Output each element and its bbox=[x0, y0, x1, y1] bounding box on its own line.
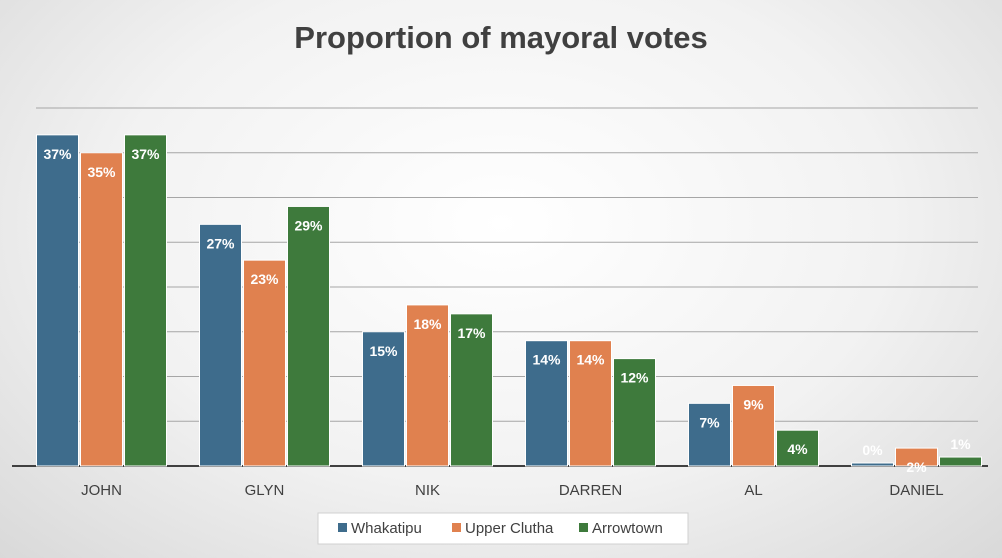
data-label: 14% bbox=[532, 352, 561, 368]
bar-upper-clutha-darren bbox=[569, 340, 612, 467]
bar-whakatipu-john bbox=[36, 134, 79, 467]
data-label: 1% bbox=[950, 436, 971, 452]
gridlines bbox=[12, 107, 988, 467]
chart-title: Proportion of mayoral votes bbox=[294, 20, 707, 55]
bar-arrowtown-john bbox=[124, 134, 167, 467]
data-label: 18% bbox=[413, 316, 442, 332]
data-label: 35% bbox=[87, 164, 116, 180]
bar-upper-clutha-daniel bbox=[895, 447, 938, 467]
legend-swatch bbox=[579, 523, 588, 532]
data-label: 12% bbox=[620, 370, 649, 386]
bar-arrowtown-darren bbox=[613, 358, 656, 467]
bar-whakatipu-daniel bbox=[851, 462, 894, 467]
data-label: 29% bbox=[294, 217, 323, 233]
legend-label: Whakatipu bbox=[351, 520, 422, 537]
category-label: AL bbox=[744, 482, 762, 499]
data-label: 9% bbox=[743, 396, 764, 412]
category-label: DARREN bbox=[559, 482, 622, 499]
data-label: 4% bbox=[787, 441, 808, 457]
data-label: 14% bbox=[576, 352, 605, 368]
data-labels: 37% 35% 37% 27% 23% 29% 15% 18% 17% 14% 14% 12% 7% 9%… bbox=[43, 146, 971, 475]
data-label: 37% bbox=[131, 146, 160, 162]
bar-whakatipu-darren bbox=[525, 340, 568, 467]
bars bbox=[36, 134, 982, 467]
bar-upper-clutha-al bbox=[732, 384, 775, 467]
bar-whakatipu-al bbox=[688, 402, 731, 467]
category-label: JOHN bbox=[81, 482, 122, 499]
category-labels: JOHN GLYN NIK DARREN AL DANIEL bbox=[81, 482, 944, 499]
data-label: 23% bbox=[250, 271, 279, 287]
data-label: 17% bbox=[457, 325, 486, 341]
bar-upper-clutha-john bbox=[80, 152, 123, 467]
data-label: 15% bbox=[369, 343, 398, 359]
bar-upper-clutha-nik bbox=[406, 304, 449, 467]
category-label: DANIEL bbox=[889, 482, 943, 499]
legend-label: Upper Clutha bbox=[465, 520, 554, 537]
data-label: 37% bbox=[43, 146, 72, 162]
legend: Whakatipu Upper Clutha Arrowtown bbox=[317, 512, 689, 545]
bar-arrowtown-nik bbox=[450, 313, 493, 467]
data-label: 7% bbox=[699, 414, 720, 430]
bar-arrowtown-glyn bbox=[287, 205, 330, 467]
legend-swatch bbox=[452, 523, 461, 532]
bar-whakatipu-nik bbox=[362, 331, 405, 467]
data-label: 2% bbox=[906, 459, 927, 475]
bar-arrowtown-daniel bbox=[939, 456, 982, 467]
category-label: NIK bbox=[415, 482, 440, 499]
category-label: GLYN bbox=[245, 482, 285, 499]
legend-swatch bbox=[338, 523, 347, 532]
legend-box bbox=[317, 512, 689, 545]
bar-whakatipu-glyn bbox=[199, 223, 242, 467]
data-label: 0% bbox=[862, 442, 883, 458]
legend-label: Arrowtown bbox=[592, 520, 663, 537]
data-label: 27% bbox=[206, 235, 235, 251]
bar-upper-clutha-glyn bbox=[243, 259, 286, 467]
bar-arrowtown-al bbox=[776, 429, 819, 467]
